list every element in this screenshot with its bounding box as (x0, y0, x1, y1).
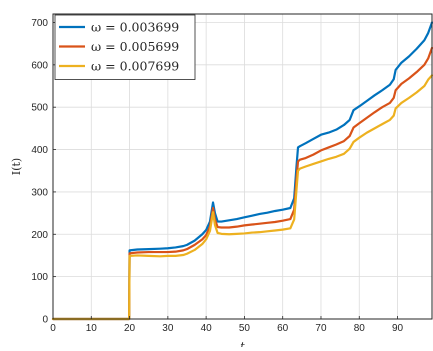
y-tick-label: 500 (31, 103, 48, 114)
series-line-2 (51, 46, 433, 321)
y-tick-label: 200 (31, 230, 48, 241)
y-tick-label: 700 (31, 18, 48, 29)
y-tick-label: 600 (31, 60, 48, 71)
y-tick-label: 300 (31, 187, 48, 198)
series-line-1 (51, 21, 433, 321)
series-lines (51, 21, 433, 321)
x-tick-label: 10 (86, 323, 98, 334)
legend-items: ω = 0.003699 ω = 0.005699 ω = 0.007699 (59, 20, 179, 74)
x-tick-label: 20 (124, 323, 136, 334)
y-axis-label: I(t) (10, 158, 23, 175)
x-tick-label: 70 (315, 323, 327, 334)
y-tick-label: 0 (42, 315, 48, 326)
x-tick-label: 50 (239, 323, 251, 334)
x-axis-label: t (240, 340, 245, 347)
legend-label-2: ω = 0.005699 (91, 39, 179, 54)
x-tick-label: 80 (354, 323, 366, 334)
legend-label-3: ω = 0.007699 (91, 59, 179, 74)
legend: ω = 0.003699 ω = 0.005699 ω = 0.007699 (54, 14, 196, 80)
series-line-3 (51, 74, 433, 321)
x-tick-label: 60 (277, 323, 289, 334)
plot-area-frame (52, 13, 433, 320)
y-tick-label: 100 (31, 272, 48, 283)
legend-label-1: ω = 0.003699 (91, 20, 179, 35)
x-tick-label: 0 (50, 323, 56, 334)
y-tick-label: 400 (31, 145, 48, 156)
x-tick-label: 90 (392, 323, 404, 334)
axis-ticks: 0 10 20 30 40 50 60 70 80 90 0 100 200 300 400 500 600 70… (31, 18, 403, 334)
x-tick-label: 30 (162, 323, 174, 334)
x-tick-label: 40 (201, 323, 213, 334)
